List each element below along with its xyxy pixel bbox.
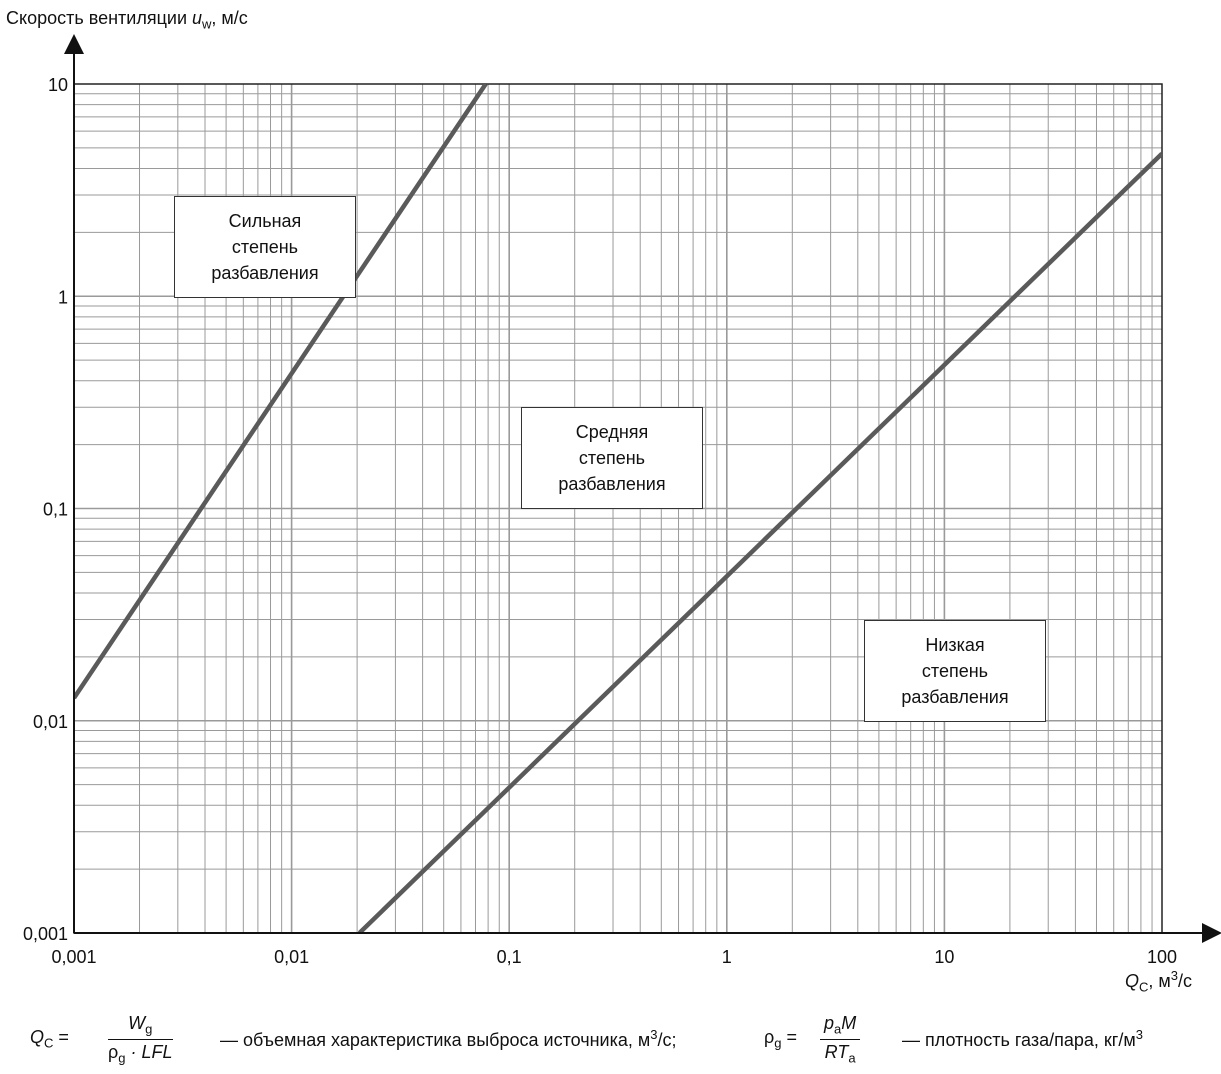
series-line-1	[74, 84, 488, 700]
qc-fraction: Wg ρg · LFL	[108, 1013, 173, 1066]
qc-description: — объемная характеристика выброса источн…	[220, 1027, 677, 1050]
axes	[64, 34, 1221, 943]
rho-description: — плотность газа/пара, кг/м3	[902, 1027, 1143, 1050]
series-lines	[74, 84, 1162, 933]
x-tick-label: 1	[722, 947, 732, 967]
series-line-2	[357, 151, 1162, 933]
y-tick-label: 0,1	[43, 500, 68, 520]
rho-symbol: ρg =	[764, 1027, 798, 1051]
y-tick-label: 10	[48, 75, 68, 95]
region-low-dilution: Низкая степень разбавления	[864, 620, 1046, 722]
x-tick-label: 0,001	[51, 947, 96, 967]
rho-fraction: paM RTa	[820, 1013, 861, 1065]
x-tick-label: 100	[1147, 947, 1177, 967]
x-tick-label: 10	[934, 947, 954, 967]
qc-symbol: QC =	[30, 1027, 69, 1051]
x-tick-label: 0,01	[274, 947, 309, 967]
x-axis-label: QC, м3/с	[1125, 968, 1193, 995]
tick-labels: 0,001 0,01 0,1 1 10 100 0,001 0,01 0,1 1 10	[23, 75, 1177, 967]
y-tick-label: 0,01	[33, 712, 68, 732]
y-axis-label: Скорость вентиляции uw, м/с	[6, 8, 248, 32]
region-medium-dilution: Средняя степень разбавления	[521, 407, 703, 509]
y-tick-label: 1	[58, 287, 68, 307]
y-tick-label: 0,001	[23, 924, 68, 944]
x-tick-label: 0,1	[497, 947, 522, 967]
formula-footer: QC = Wg ρg · LFL — объемная характеристи…	[30, 1013, 1220, 1073]
region-strong-dilution: Сильная степень разбавления	[174, 196, 356, 298]
